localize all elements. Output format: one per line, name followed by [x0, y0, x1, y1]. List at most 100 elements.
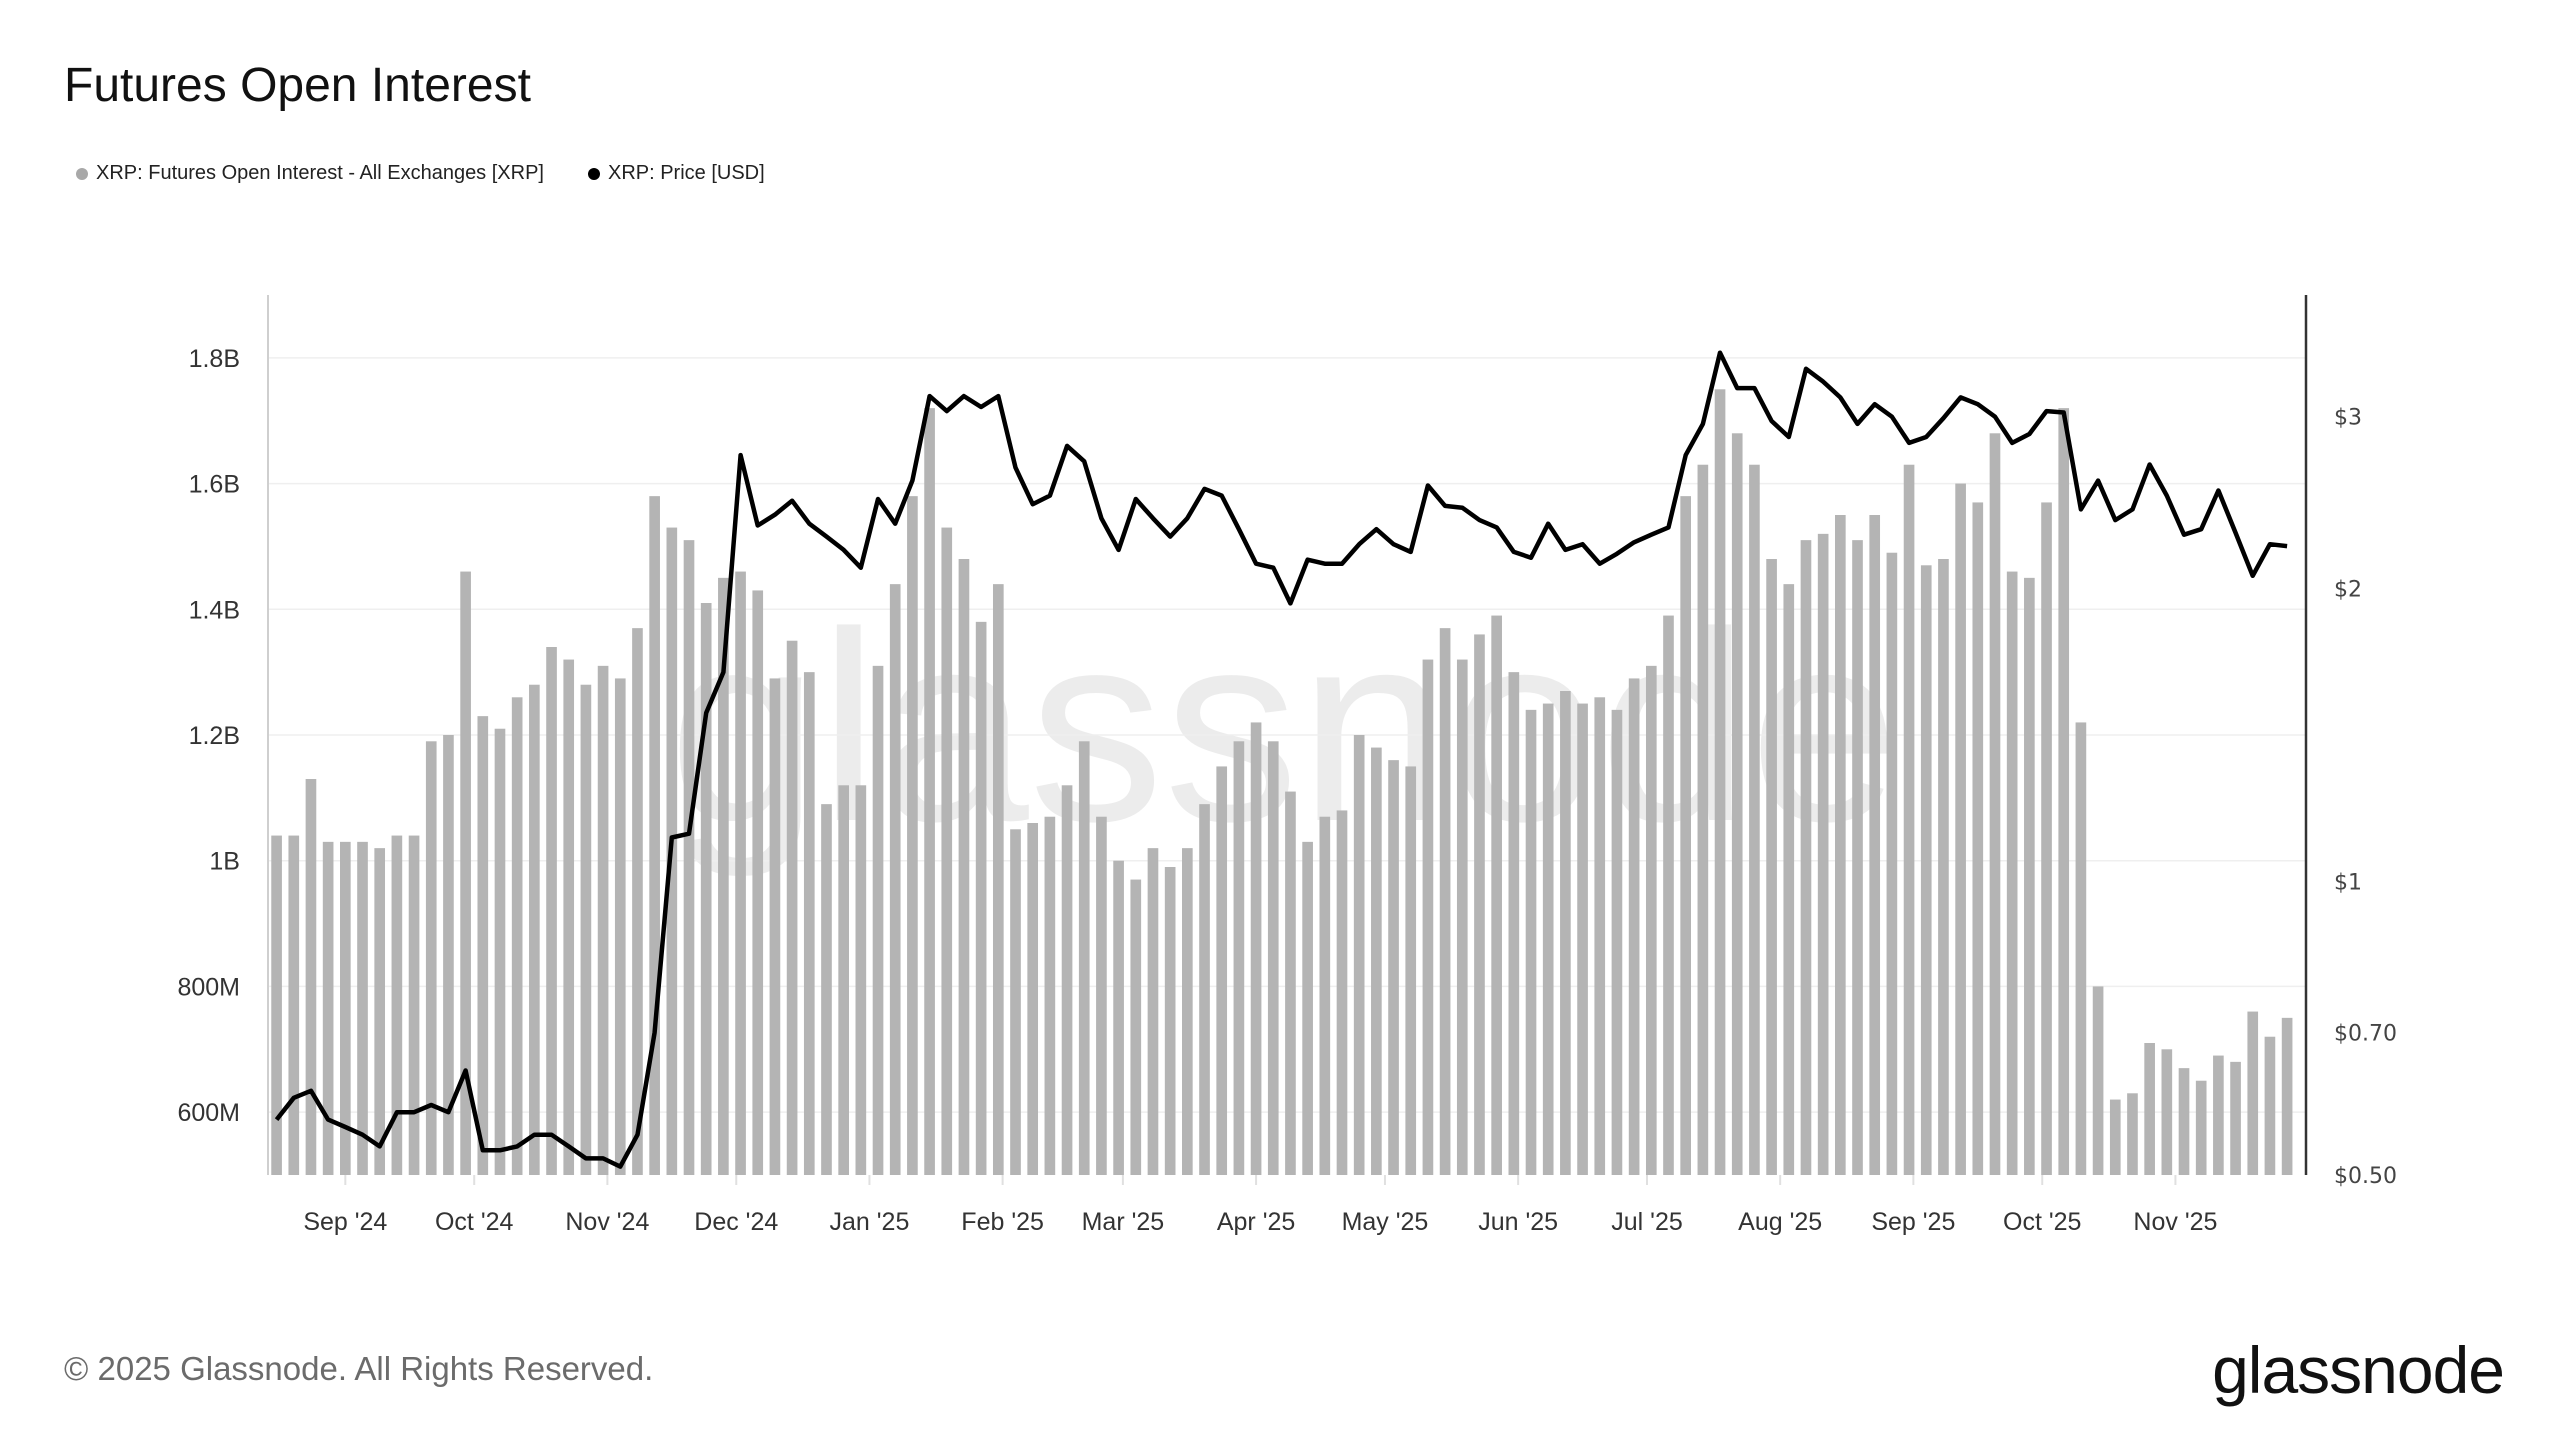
open-interest-bar — [1783, 584, 1795, 1175]
open-interest-bar — [357, 841, 368, 1175]
left-tick-label: 800M — [177, 973, 240, 1001]
open-interest-bar — [1302, 841, 1313, 1175]
open-interest-bar — [529, 684, 540, 1175]
open-interest-bar — [1439, 628, 1451, 1175]
x-tick-label: Nov '24 — [565, 1208, 649, 1236]
right-tick-label: $0.50 — [2334, 1164, 2397, 1189]
open-interest-bar — [924, 408, 935, 1176]
legend-item-open-interest[interactable]: XRP: Futures Open Interest - All Exchang… — [76, 162, 544, 185]
open-interest-bar — [1560, 691, 1571, 1175]
open-interest-bar — [1285, 791, 1296, 1175]
x-tick-label: Oct '24 — [435, 1208, 514, 1236]
open-interest-bar — [855, 785, 867, 1175]
open-interest-bar — [1663, 615, 1674, 1175]
right-tick-label: $1 — [2334, 871, 2362, 896]
open-interest-bar — [1113, 860, 1124, 1175]
open-interest-bar — [1920, 565, 1932, 1175]
open-interest-bar — [443, 735, 454, 1175]
open-interest-bar — [907, 496, 918, 1176]
open-interest-bar — [546, 647, 557, 1175]
x-tick-label: Nov '25 — [2133, 1208, 2217, 1236]
open-interest-bar — [958, 559, 970, 1175]
open-interest-bar — [2006, 571, 2018, 1175]
open-interest-bar — [1061, 785, 1073, 1175]
open-interest-bar — [1336, 810, 1348, 1175]
open-interest-bar — [786, 640, 798, 1175]
open-interest-bar — [477, 716, 489, 1175]
open-interest-bar — [563, 659, 575, 1175]
left-tick-label: 1.8B — [189, 345, 240, 373]
x-axis-ticks: Sep '24 Oct '24 Nov '24 Dec '24 Jan '25 Feb '… — [303, 1175, 2217, 1236]
open-interest-bar — [2058, 408, 2070, 1176]
open-interest-bar — [992, 584, 1004, 1175]
left-tick-label: 1.4B — [189, 596, 240, 624]
open-interest-bar — [1525, 709, 1537, 1175]
open-interest-bar — [649, 496, 660, 1176]
open-interest-bar — [271, 835, 282, 1175]
open-interest-bar — [1199, 804, 1210, 1175]
open-interest-bar — [889, 584, 901, 1175]
open-interest-bar — [288, 835, 300, 1175]
open-interest-bar — [1405, 766, 1417, 1175]
left-axis-ticks: 600M 800M 1B 1.2B 1.4B 1.6B 1.8B — [177, 345, 240, 1127]
open-interest-bar — [511, 697, 523, 1175]
open-interest-bar — [1267, 741, 1279, 1175]
open-interest-bar — [1250, 722, 1262, 1175]
left-tick-label: 1B — [209, 848, 240, 876]
open-interest-bar — [1817, 533, 1829, 1175]
open-interest-bar — [1010, 829, 1021, 1175]
open-interest-bar — [2024, 577, 2035, 1175]
open-interest-bar — [1989, 433, 2001, 1175]
open-interest-bar — [1749, 464, 1760, 1175]
x-tick-label: Feb '25 — [961, 1208, 1044, 1236]
open-interest-bar — [580, 684, 592, 1175]
x-tick-label: Mar '25 — [1082, 1208, 1165, 1236]
right-tick-label: $3 — [2334, 406, 2362, 431]
open-interest-bar — [752, 590, 764, 1175]
open-interest-bar — [2264, 1036, 2276, 1175]
open-interest-bar — [1697, 464, 1709, 1175]
x-tick-label: Dec '24 — [694, 1208, 778, 1236]
open-interest-bar — [1972, 502, 1984, 1175]
chart-title: Futures Open Interest — [64, 59, 531, 112]
glassnode-logo: glassnode — [2212, 1333, 2505, 1407]
open-interest-bar — [1388, 760, 1399, 1175]
open-interest-bar — [1130, 879, 1142, 1175]
open-interest-bar — [460, 571, 471, 1175]
open-interest-bar — [597, 665, 609, 1175]
open-interest-bar — [1852, 540, 1863, 1175]
open-interest-bar — [2195, 1080, 2207, 1175]
open-interest-bar — [2127, 1093, 2138, 1175]
open-interest-bar — [1645, 665, 1657, 1175]
open-interest-bar — [769, 678, 781, 1175]
open-interest-bar — [2178, 1068, 2190, 1175]
open-interest-bar — [2109, 1099, 2121, 1175]
open-interest-bar — [1319, 816, 1331, 1175]
x-tick-label: Jul '25 — [1611, 1208, 1682, 1236]
open-interest-bar — [838, 785, 849, 1175]
open-interest-bar — [632, 628, 643, 1175]
open-interest-bar — [1491, 615, 1502, 1175]
open-interest-bar — [2144, 1043, 2155, 1175]
left-tick-label: 1.2B — [189, 722, 240, 750]
open-interest-bar — [1164, 867, 1176, 1175]
open-interest-bar — [1422, 659, 1434, 1175]
open-interest-bar — [975, 621, 987, 1175]
open-interest-bar — [2213, 1055, 2224, 1175]
open-interest-bar — [1731, 433, 1743, 1175]
open-interest-bar — [1147, 848, 1159, 1175]
x-tick-label: Sep '25 — [1871, 1208, 1955, 1236]
open-interest-bar — [1594, 697, 1606, 1175]
open-interest-bar — [735, 571, 746, 1175]
open-interest-bar — [1456, 659, 1468, 1175]
open-interest-bar — [1835, 515, 1846, 1175]
legend-item-price[interactable]: XRP: Price [USD] — [587, 162, 765, 185]
open-interest-bar — [1182, 848, 1193, 1175]
open-interest-bar — [2161, 1049, 2173, 1175]
open-interest-bar — [1078, 741, 1090, 1175]
open-interest-bar — [305, 779, 317, 1175]
open-interest-bar — [2092, 986, 2104, 1175]
open-interest-bar — [1628, 678, 1640, 1175]
open-interest-bar — [1508, 672, 1520, 1175]
